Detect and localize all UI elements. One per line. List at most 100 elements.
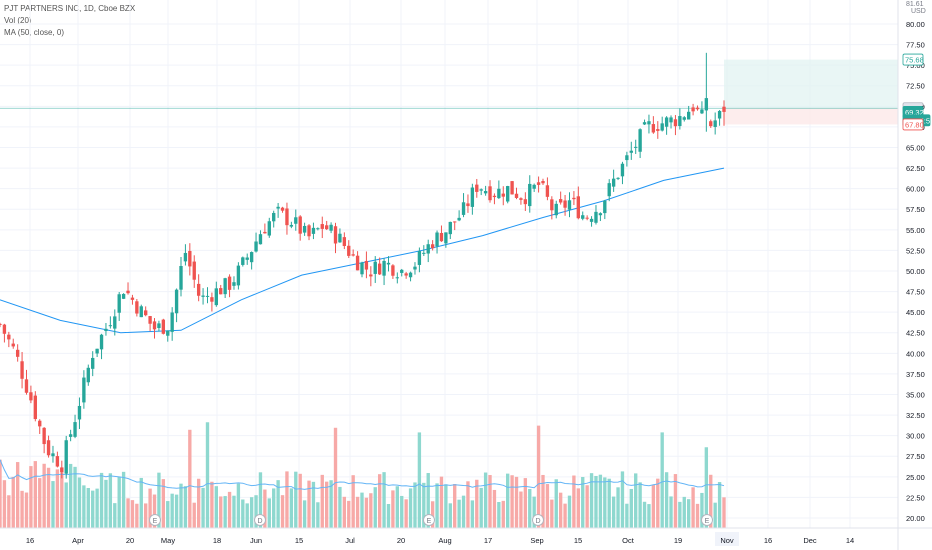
candle-body <box>77 405 82 420</box>
candle-body <box>391 265 395 276</box>
price-tick-label: 65.00 <box>906 143 925 152</box>
volume-bar <box>395 486 399 528</box>
candle-body <box>413 266 417 270</box>
candle-body <box>258 234 263 245</box>
candle-body <box>589 218 594 222</box>
volume-bar <box>205 422 210 528</box>
candle-body <box>355 255 360 271</box>
volume-bar <box>510 475 514 528</box>
volume-bar <box>46 467 51 528</box>
candle-body <box>678 116 682 127</box>
volume-bar <box>717 482 722 528</box>
volume-bar <box>7 495 11 528</box>
legend-symbol[interactable]: PJT PARTNERS INC, 1D, Cboe BZX <box>4 4 136 13</box>
candle-body <box>95 348 99 354</box>
price-tick-label: 47.50 <box>906 288 925 297</box>
candle-body <box>620 163 625 177</box>
time-tick-label: Dec <box>803 536 817 545</box>
candles <box>0 52 726 479</box>
volume-bar <box>144 503 148 528</box>
volume-bar <box>24 492 29 528</box>
volume-bar <box>435 483 439 528</box>
earnings-marker-icon[interactable]: E <box>701 514 713 526</box>
price-tick-label: 55.00 <box>906 226 925 235</box>
dividend-marker-icon[interactable]: D <box>532 514 544 526</box>
time-tick-label: 19 <box>674 536 682 545</box>
time-tick-label: 17 <box>484 536 492 545</box>
candle-body <box>285 208 289 226</box>
volume-bar <box>241 499 245 528</box>
candle-body <box>395 277 399 279</box>
candle-body <box>377 263 382 275</box>
candle-body <box>704 98 709 111</box>
candle-body <box>528 183 532 207</box>
candle-body <box>157 323 161 329</box>
price-axis[interactable]: 81.61USD80.0077.5075.0072.5070.0067.5065… <box>897 0 932 528</box>
volume-bar <box>342 496 347 528</box>
candle-body <box>682 117 686 120</box>
volume-bar <box>514 476 519 528</box>
volume-bar <box>682 496 686 528</box>
dividend-marker-icon[interactable]: D <box>254 514 266 526</box>
volume-bar <box>210 481 214 528</box>
volume-bar <box>104 479 108 528</box>
volume-bar <box>488 475 492 528</box>
volume-bar <box>73 466 77 528</box>
candle-body <box>42 427 46 445</box>
volume-bar <box>687 499 691 528</box>
volume-bar <box>722 497 726 528</box>
volume-bar <box>320 474 324 528</box>
volume-bar <box>263 489 267 528</box>
volume-bar <box>461 495 466 528</box>
event-marker-letter: D <box>257 518 262 525</box>
candle-body <box>523 199 528 205</box>
candle-body <box>673 119 678 127</box>
volume-bar <box>700 492 704 528</box>
candle-body <box>470 187 475 207</box>
time-tick-label: Oct <box>622 536 635 545</box>
volume-bar <box>311 481 316 528</box>
candle-body <box>453 221 457 223</box>
volume-bar <box>307 480 311 528</box>
price-tick-label: 80.00 <box>906 20 925 29</box>
candle-body <box>170 312 174 332</box>
candle-body <box>227 276 232 290</box>
candle-body <box>24 379 29 393</box>
candle-body <box>642 122 647 125</box>
volume-bar <box>695 503 700 528</box>
volume-bar <box>91 490 95 528</box>
candle-body <box>572 197 576 200</box>
volume-bar <box>656 478 660 528</box>
volume-bar <box>108 473 113 528</box>
volume-bar <box>333 427 338 528</box>
candle-body <box>91 357 95 369</box>
volume-bar <box>152 494 157 528</box>
volume-bar <box>272 488 276 528</box>
candle-body <box>691 107 695 112</box>
legend-ma[interactable]: MA (50, close, 0) <box>4 28 65 37</box>
volume-bar <box>254 495 258 528</box>
volume-bar <box>196 478 201 528</box>
candle-body <box>532 184 536 189</box>
volume-bar <box>183 486 188 528</box>
legend-volume[interactable]: Vol (20) <box>4 16 32 25</box>
earnings-marker-icon[interactable]: E <box>423 514 435 526</box>
volume-bar <box>611 496 616 528</box>
price-tick-label: 37.50 <box>906 370 925 379</box>
volume-bar <box>135 503 139 528</box>
volume-bar <box>629 488 633 528</box>
candle-body <box>166 330 170 336</box>
price-axis-top-label: 81.61 <box>906 1 924 8</box>
time-axis[interactable]: 16 Apr 20 May 18 Jun 15 Jul 20 Aug 17 Sep 15 Oct 19 Nov… <box>0 527 932 550</box>
volume-bar <box>64 482 68 528</box>
candle-body <box>519 198 523 200</box>
candle-body <box>660 123 664 131</box>
candle-body <box>11 343 15 347</box>
earnings-marker-icon[interactable]: E <box>149 514 161 526</box>
volume-bar <box>444 484 448 528</box>
candle-body <box>629 150 633 153</box>
candle-body <box>404 273 408 276</box>
event-marker-circle <box>532 514 544 526</box>
price-tick-label: 42.50 <box>906 329 925 338</box>
